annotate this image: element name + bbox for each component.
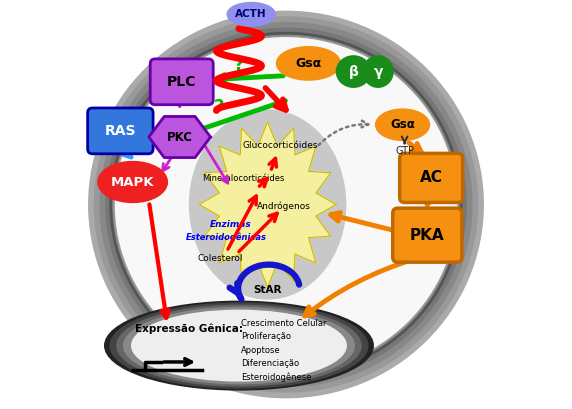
Text: γ: γ [374,65,383,79]
Text: Crescimento Celular: Crescimento Celular [241,319,327,328]
Polygon shape [199,122,336,287]
Text: ?: ? [234,56,244,74]
Text: StAR: StAR [253,285,282,295]
Text: GTP: GTP [395,146,414,156]
FancyBboxPatch shape [393,208,462,262]
Ellipse shape [115,37,457,372]
Text: ACTH: ACTH [236,9,267,19]
Ellipse shape [376,110,429,140]
Ellipse shape [116,305,362,387]
Ellipse shape [228,3,275,25]
Ellipse shape [131,310,347,382]
Text: Diferenciação: Diferenciação [241,359,299,368]
Ellipse shape [363,56,393,87]
Ellipse shape [277,47,340,80]
Ellipse shape [109,302,368,389]
FancyBboxPatch shape [400,153,463,202]
Ellipse shape [190,110,345,299]
Text: Andrógenos: Andrógenos [257,202,311,211]
Text: Expressão Gênica:: Expressão Gênica: [134,324,243,335]
Text: Colesterol: Colesterol [198,254,243,263]
Text: β: β [348,65,359,79]
Text: MAPK: MAPK [111,175,154,189]
Text: Esteroidogênicas: Esteroidogênicas [186,232,267,242]
Ellipse shape [104,301,374,391]
FancyBboxPatch shape [150,59,213,105]
Polygon shape [149,117,210,157]
Text: Esteroidogênese: Esteroidogênese [241,372,311,382]
Ellipse shape [337,56,370,87]
Text: Glucocorticóides: Glucocorticóides [242,141,317,150]
Text: Gsα: Gsα [390,118,415,131]
Ellipse shape [123,307,355,384]
Ellipse shape [99,162,166,201]
Text: PLC: PLC [167,75,196,89]
Text: ?: ? [213,98,224,116]
Text: AC: AC [420,171,443,185]
Text: Gsα: Gsα [295,57,321,70]
Text: RAS: RAS [105,124,136,138]
Text: Apoptose: Apoptose [241,346,281,355]
FancyBboxPatch shape [88,108,153,154]
Text: Proliferação: Proliferação [241,332,291,341]
Text: PKC: PKC [166,130,193,144]
Text: Mineralocorticóides: Mineralocorticóides [202,174,284,183]
Text: Enzimas: Enzimas [210,220,252,229]
Text: PKA: PKA [410,228,444,243]
